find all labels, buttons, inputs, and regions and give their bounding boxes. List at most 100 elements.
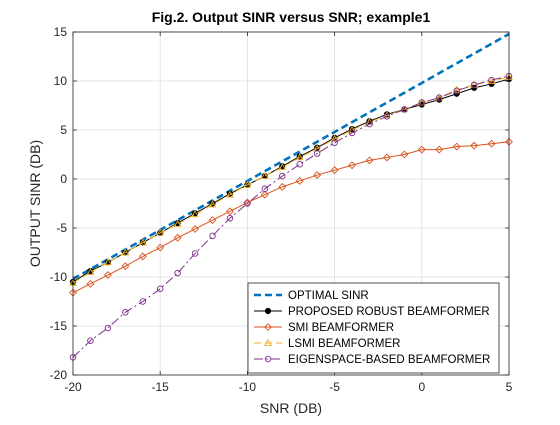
data-point <box>86 279 95 288</box>
x-tick-label: -15 <box>152 380 170 394</box>
y-tick-label: -20 <box>50 368 68 382</box>
data-point <box>243 180 252 188</box>
data-point <box>121 262 130 271</box>
series-line <box>72 75 510 358</box>
data-point <box>121 248 130 256</box>
data-point <box>382 111 391 119</box>
data-point <box>295 177 304 185</box>
data-point <box>138 238 147 246</box>
x-tick-label: -5 <box>329 380 340 394</box>
data-point <box>226 214 234 222</box>
legend-swatch-marker <box>264 323 272 331</box>
data-point <box>382 153 391 162</box>
data-point <box>278 163 287 171</box>
data-point <box>226 207 234 216</box>
y-tick-label: 5 <box>60 123 67 137</box>
data-point <box>487 139 496 148</box>
legend-entry: EIGENSPACE-BASED BEAMFORMER <box>254 354 490 366</box>
data-point <box>174 269 181 277</box>
data-point <box>313 171 322 180</box>
legend-entry: SMI BEAMFORMER <box>254 322 394 334</box>
data-point <box>435 145 444 154</box>
legend-entry: PROPOSED ROBUST BEAMFORMER <box>254 306 490 318</box>
legend-box <box>247 282 500 374</box>
data-point <box>156 228 165 236</box>
x-tick-label: -20 <box>64 380 82 394</box>
data-point <box>191 225 200 233</box>
data-point <box>156 243 165 252</box>
data-point <box>260 190 269 199</box>
data-point <box>138 252 147 261</box>
data-point <box>366 120 373 128</box>
data-point <box>348 129 356 137</box>
legend-entry: OPTIMAL SINR <box>254 290 369 302</box>
data-point <box>104 324 112 332</box>
y-tick-label: -15 <box>50 319 68 333</box>
legend: OPTIMAL SINR PROPOSED ROBUST BEAMFORMER SM… <box>247 282 500 374</box>
data-point <box>208 216 217 225</box>
ticks: -20 -15 -10 -5 0 5 -20 -15 -10 -5 0 5 10 15 <box>50 25 513 394</box>
data-point <box>313 150 321 157</box>
data-point <box>122 309 129 316</box>
y-tick-label: -10 <box>50 270 68 284</box>
data-point <box>435 94 443 101</box>
y-tick-label: 15 <box>54 25 68 39</box>
data-point <box>452 142 461 151</box>
chart-title: Fig.2. Output SINR versus SNR; example1 <box>152 9 431 25</box>
data-point <box>86 267 95 275</box>
series-0 <box>72 32 510 281</box>
legend-label: OPTIMAL SINR <box>288 290 369 302</box>
data-point <box>225 190 234 198</box>
data-point <box>453 87 460 95</box>
series-line <box>72 32 510 281</box>
legend-entry: LSMI BEAMFORMER <box>254 338 400 350</box>
data-point <box>348 161 356 170</box>
data-point <box>279 172 286 180</box>
legend-label: LSMI BEAMFORMER <box>288 338 400 350</box>
x-axis-label: SNR (DB) <box>260 400 322 416</box>
data-point <box>452 85 461 93</box>
data-point <box>295 153 304 161</box>
x-tick-label: -10 <box>239 380 257 394</box>
data-point <box>418 99 426 106</box>
plot-frame <box>72 31 510 376</box>
data-point <box>209 232 216 240</box>
data-point <box>87 337 94 344</box>
data-point <box>296 161 303 168</box>
legend-label: SMI BEAMFORMER <box>288 322 394 334</box>
data-point <box>331 139 338 146</box>
legend-swatch-marker <box>264 355 272 363</box>
data-point <box>383 113 391 120</box>
data-point <box>191 210 200 218</box>
data-point <box>401 106 408 113</box>
legend-swatch-marker <box>264 338 272 346</box>
data-point <box>330 166 339 175</box>
data-point <box>139 298 147 305</box>
x-tick-label: 0 <box>418 380 425 394</box>
data-point <box>244 200 251 207</box>
data-point <box>488 76 495 84</box>
series-2 <box>69 137 513 297</box>
data-point <box>260 171 269 179</box>
data-point <box>173 233 182 242</box>
legend-swatch-marker <box>264 307 272 315</box>
legend-label: EIGENSPACE-BASED BEAMFORMER <box>288 354 490 366</box>
data-point <box>173 219 182 227</box>
data-point <box>103 271 112 279</box>
data-point <box>208 200 217 208</box>
data-point <box>487 76 496 84</box>
y-tick-label: 10 <box>54 74 68 88</box>
data-point <box>156 285 164 293</box>
x-tick-label: 5 <box>506 380 513 394</box>
y-tick-label: 0 <box>60 172 67 186</box>
data-point <box>278 182 287 191</box>
data-point <box>417 145 426 154</box>
y-tick-label: -5 <box>56 221 67 235</box>
y-axis-label: OUTPUT SINR (DB) <box>27 140 43 267</box>
data-point <box>330 134 339 142</box>
data-point <box>261 185 269 193</box>
series-layer <box>69 32 513 361</box>
legend-label: PROPOSED ROBUST BEAMFORMER <box>288 306 490 318</box>
